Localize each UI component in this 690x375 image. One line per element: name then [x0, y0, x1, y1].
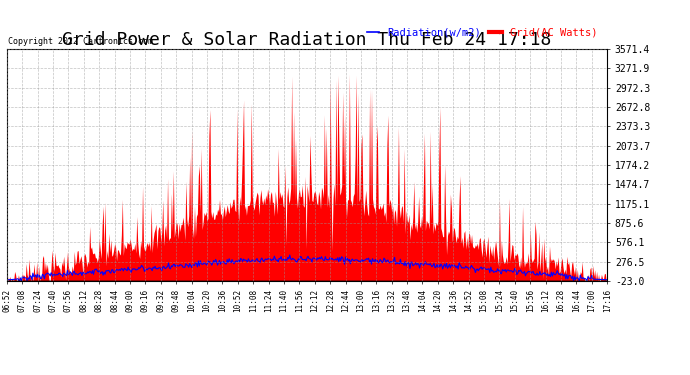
Title: Grid Power & Solar Radiation Thu Feb 24 17:18: Grid Power & Solar Radiation Thu Feb 24 … — [62, 31, 552, 49]
Text: Copyright 2022 Cartronics.com: Copyright 2022 Cartronics.com — [8, 38, 153, 46]
Legend: Radiation(w/m2), Grid(AC Watts): Radiation(w/m2), Grid(AC Watts) — [362, 24, 602, 42]
